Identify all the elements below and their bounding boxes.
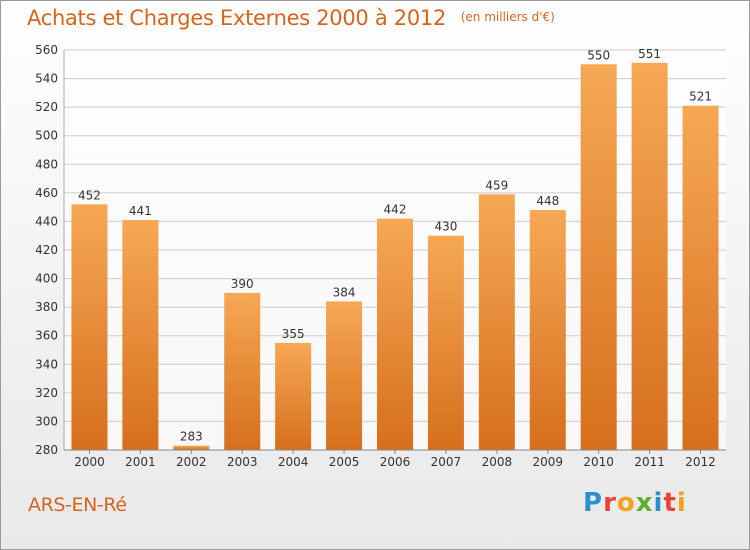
y-tick-label: 280 <box>35 443 58 457</box>
bar <box>478 194 515 450</box>
x-tick-label: 2002 <box>176 455 207 469</box>
bar-value-label: 459 <box>485 178 508 192</box>
bar-value-label: 521 <box>689 90 712 104</box>
bar-value-label: 355 <box>282 327 305 341</box>
bar <box>173 445 210 450</box>
bar <box>326 301 363 450</box>
city-name: ARS-EN-Ré <box>28 494 127 516</box>
bar-value-label: 550 <box>587 48 610 62</box>
bar-value-label: 390 <box>231 277 254 291</box>
y-tick-label: 320 <box>35 386 58 400</box>
y-tick-label: 440 <box>35 214 58 228</box>
bar-value-label: 430 <box>434 220 457 234</box>
y-tick-label: 480 <box>35 157 58 171</box>
bar-value-label: 384 <box>333 285 356 299</box>
bar-value-label: 283 <box>180 430 203 444</box>
y-tick-label: 560 <box>35 43 58 57</box>
bar <box>71 204 108 450</box>
x-tick-label: 2010 <box>583 455 614 469</box>
y-tick-label: 500 <box>35 129 58 143</box>
proxiti-logo: Proxiti <box>583 488 687 518</box>
y-tick-label: 400 <box>35 272 58 286</box>
title-text: Achats et Charges Externes 2000 à 2012 <box>27 6 447 30</box>
x-tick-label: 2011 <box>634 455 665 469</box>
bar <box>580 64 617 451</box>
x-tick-label: 2006 <box>380 455 411 469</box>
x-tick-label: 2012 <box>685 455 716 469</box>
bar <box>122 220 159 450</box>
y-tick-label: 460 <box>35 186 58 200</box>
x-tick-label: 2000 <box>74 455 105 469</box>
bar <box>275 342 312 450</box>
x-tick-label: 2007 <box>431 455 462 469</box>
y-tick-label: 420 <box>35 243 58 257</box>
bar <box>377 218 413 450</box>
y-tick-label: 300 <box>35 414 58 428</box>
y-tick-label: 380 <box>35 300 58 314</box>
x-tick-label: 2003 <box>227 455 258 469</box>
y-tick-label: 520 <box>35 100 58 114</box>
bar <box>682 105 719 450</box>
y-tick-label: 340 <box>35 357 58 371</box>
bar-value-label: 452 <box>78 188 101 202</box>
bar-value-label: 448 <box>536 194 559 208</box>
bar-value-label: 551 <box>638 47 661 61</box>
x-tick-label: 2001 <box>125 455 156 469</box>
bar-value-label: 442 <box>384 203 407 217</box>
bar-value-label: 441 <box>129 204 152 218</box>
unit-text: (en milliers d'€) <box>460 10 555 24</box>
x-tick-label: 2004 <box>278 455 309 469</box>
bar <box>224 292 261 450</box>
bar <box>529 210 566 450</box>
y-tick-label: 360 <box>35 329 58 343</box>
x-tick-label: 2008 <box>482 455 513 469</box>
bar <box>427 235 464 450</box>
x-tick-label: 2005 <box>329 455 360 469</box>
x-tick-label: 2009 <box>532 455 563 469</box>
bar <box>631 62 668 450</box>
y-tick-label: 540 <box>35 72 58 86</box>
chart-title: Achats et Charges Externes 2000 à 2012 (… <box>27 6 555 30</box>
